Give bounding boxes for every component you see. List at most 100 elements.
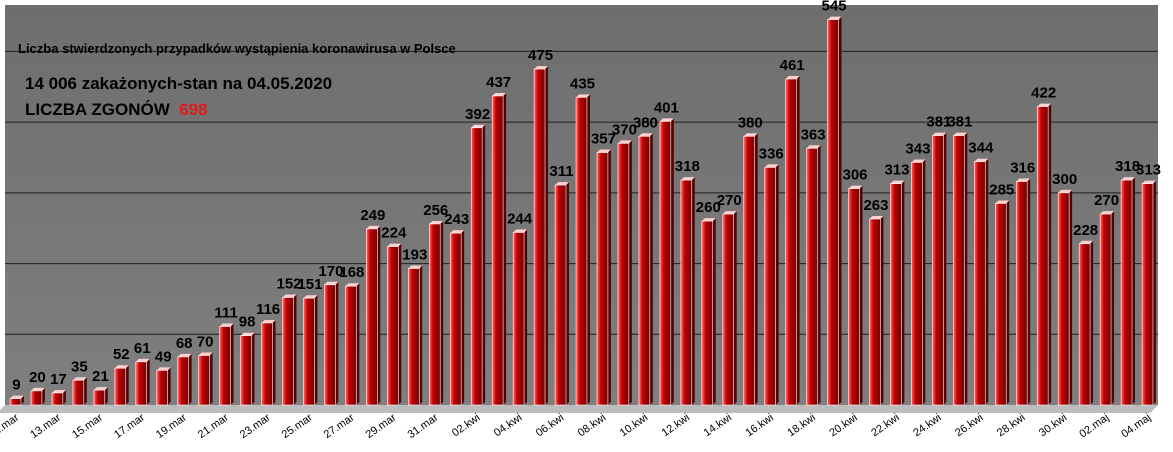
bar-top [932, 132, 947, 136]
bar-top [1142, 180, 1156, 184]
bar-top [1079, 240, 1094, 244]
bar-11.mar [9, 395, 24, 406]
data-label-26.kwi: 344 [968, 140, 994, 157]
bar-top [345, 283, 360, 287]
bar-side [628, 140, 632, 405]
x-tick-label-02.kwi: 02.kwi [450, 412, 482, 440]
data-label-29.mar: 224 [381, 225, 407, 242]
bar-top [1058, 189, 1073, 193]
bar-top [51, 389, 66, 393]
data-label-24.mar: 152 [276, 276, 301, 293]
bar-front [932, 135, 944, 406]
bar-29.mar [387, 243, 402, 406]
data-label-18.mar: 49 [155, 348, 172, 365]
bar-14.mar [72, 377, 87, 406]
bar-top [576, 94, 590, 98]
bar-front [470, 127, 483, 406]
bar-top [1016, 178, 1031, 182]
bar-side [314, 295, 318, 405]
plot-floor [0, 405, 1158, 413]
x-tick-label-18.kwi: 18.kwi [785, 412, 817, 440]
data-label-18.kwi: 363 [801, 126, 826, 143]
bar-front [72, 379, 85, 406]
bar-side [335, 281, 339, 405]
bar-front [995, 203, 1007, 406]
bar-03.maj [1120, 177, 1136, 406]
bar-side [272, 319, 276, 405]
bar-front [429, 223, 441, 406]
bar-23.kwi [911, 159, 926, 406]
data-label-13.mar: 17 [50, 371, 67, 388]
bar-front [680, 179, 693, 406]
bar-19.kwi [827, 16, 842, 406]
bar-26.kwi [974, 158, 989, 406]
bar-top [30, 387, 45, 391]
x-tick-label-12.kwi: 12.kwi [660, 412, 692, 440]
data-label-30.mar: 193 [402, 247, 427, 264]
data-label-02.maj: 270 [1094, 192, 1119, 209]
x-axis-tick-labels: 11.mar 13.mar 15.mar 17.mar 19.mar 21.mar 23.m… [0, 411, 1153, 441]
deaths-value: 698 [179, 100, 208, 119]
bar-top [156, 367, 171, 371]
bar-top [261, 319, 276, 323]
bar-06.kwi [554, 182, 569, 406]
bar-07.kwi [575, 94, 590, 406]
x-tick-label-13.mar: 13.mar [28, 411, 63, 441]
bar-top [282, 294, 297, 298]
bar-front [554, 184, 567, 406]
bar-side [838, 16, 842, 405]
bar-side [1132, 177, 1136, 405]
bar-12.mar [30, 387, 45, 406]
x-tick-label-06.kwi: 06.kwi [534, 412, 566, 440]
bar-side [188, 353, 192, 405]
bar-front [261, 322, 273, 406]
data-label-09.kwi: 370 [612, 121, 637, 138]
bar-side [230, 323, 234, 405]
bar-top [429, 220, 444, 224]
x-tick-label-31.mar: 31.mar [406, 411, 441, 441]
bar-21.mar [219, 323, 234, 406]
bar-side [1152, 180, 1156, 405]
bar-front [911, 162, 923, 406]
data-label-08.kwi: 357 [591, 131, 616, 148]
x-tick-label-29.mar: 29.mar [364, 411, 399, 441]
bar-side [419, 265, 423, 405]
data-label-22.kwi: 313 [884, 162, 909, 179]
bar-top [1100, 211, 1115, 215]
data-label-25.mar: 151 [297, 276, 322, 293]
bar-top [680, 177, 695, 181]
bar-27.mar [345, 283, 360, 406]
bar-top [638, 133, 653, 137]
bar-top [366, 225, 381, 229]
bar-front [366, 228, 378, 406]
x-tick-label-19.mar: 19.mar [154, 411, 189, 441]
bar-front [449, 232, 462, 406]
bar-22.kwi [890, 180, 905, 406]
bar-side [880, 216, 884, 405]
x-tick-label-04.kwi: 04.kwi [492, 412, 524, 440]
x-tick-label-22.kwi: 22.kwi [869, 412, 901, 440]
bar-top [806, 145, 821, 149]
bar-top [492, 92, 507, 96]
bar-front [114, 367, 127, 406]
bar-side [482, 124, 486, 406]
bar-top [743, 133, 758, 137]
bar-09.kwi [617, 140, 632, 406]
bar-12.kwi [680, 177, 695, 406]
bar-top [555, 182, 569, 186]
bar-front [1078, 243, 1091, 406]
bar-side [398, 243, 402, 405]
bar-front [806, 148, 818, 406]
bar-16.kwi [764, 164, 779, 406]
bar-front [9, 398, 22, 406]
bar-side [545, 66, 549, 405]
bar-05.kwi [533, 66, 549, 406]
bar-top [387, 243, 402, 247]
data-label-04.kwi: 244 [507, 210, 533, 227]
bar-28.mar [366, 225, 381, 406]
bar-top [198, 352, 213, 356]
bar-top [848, 185, 863, 189]
bar-top [869, 216, 884, 220]
bar-side [943, 132, 947, 406]
